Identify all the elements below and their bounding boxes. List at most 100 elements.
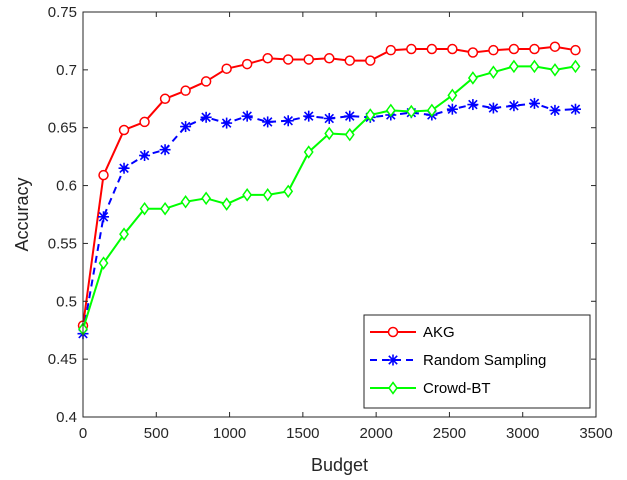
data-point-random-sampling [446, 103, 458, 115]
data-point-akg [282, 54, 294, 65]
data-point-akg [262, 53, 273, 64]
data-point-crowd-bt [426, 103, 437, 118]
data-point-crowd-bt [406, 104, 417, 119]
data-point-crowd-bt [160, 201, 171, 216]
legend-marker-symbol [387, 326, 399, 338]
series-crowd-bt [78, 59, 581, 336]
data-point-random-sampling [467, 99, 479, 111]
data-point-crowd-bt [550, 63, 560, 77]
data-point-crowd-bt [365, 108, 376, 122]
data-point-akg [488, 44, 499, 56]
x-tick-label: 3500 [579, 425, 612, 442]
data-point-akg [549, 41, 561, 52]
data-point-akg [529, 43, 540, 55]
data-point-crowd-bt [344, 127, 355, 142]
data-point-random-sampling [221, 117, 233, 129]
data-point-crowd-bt [467, 71, 478, 85]
data-point-random-sampling [344, 110, 356, 122]
data-point-random-sampling [118, 162, 130, 174]
x-tick-label: 3000 [506, 425, 539, 442]
x-tick-label: 2000 [359, 425, 392, 442]
x-tick-label: 2500 [433, 425, 466, 442]
data-point-random-sampling [262, 116, 274, 128]
data-point-akg [303, 54, 314, 65]
legend-entry-crowd-bt: Crowd-BT [370, 380, 491, 397]
data-point-random-sampling [528, 97, 540, 109]
data-point-random-sampling [303, 110, 315, 122]
data-point-crowd-bt [508, 59, 519, 74]
data-point-akg [241, 58, 253, 70]
data-point-crowd-bt [119, 227, 129, 241]
legend-marker-random-sampling [387, 354, 399, 366]
legend-label-akg: AKG [423, 324, 455, 341]
data-point-crowd-bt [139, 201, 150, 216]
data-point-crowd-bt [242, 188, 253, 202]
data-point-crowd-bt [385, 103, 396, 118]
x-tick-label: 1500 [286, 425, 319, 442]
data-point-crowd-bt [324, 126, 335, 141]
y-tick-label: 0.55 [48, 235, 77, 252]
data-point-akg [323, 53, 335, 64]
data-point-crowd-bt [488, 65, 499, 79]
x-tick-labels: 0 500 1000 1500 2000 2500 3000 3500 [79, 425, 613, 442]
data-point-random-sampling [241, 110, 253, 122]
y-axis-label: Accuracy [12, 177, 32, 251]
data-point-random-sampling [180, 121, 192, 133]
legend-marker-symbol [387, 354, 399, 366]
legend-marker-crowd-bt [388, 381, 398, 395]
data-point-crowd-bt [262, 188, 273, 202]
data-point-random-sampling [139, 149, 151, 161]
x-axis-label: Budget [311, 455, 368, 475]
data-point-akg [570, 44, 581, 56]
y-tick-label: 0.45 [48, 351, 77, 368]
data-point-random-sampling [200, 111, 212, 123]
data-point-akg [344, 55, 356, 66]
data-point-akg [426, 43, 438, 55]
data-point-crowd-bt [221, 197, 232, 211]
data-point-akg [180, 85, 191, 96]
data-point-akg [406, 43, 417, 55]
axis-ticks [82, 11, 597, 418]
data-point-crowd-bt [180, 194, 191, 209]
data-point-random-sampling [98, 211, 110, 223]
data-point-akg [221, 63, 232, 74]
data-point-akg [159, 93, 171, 105]
series-layer [77, 41, 581, 340]
data-point-crowd-bt [447, 88, 458, 103]
data-point-crowd-bt [283, 184, 294, 199]
data-point-crowd-bt [201, 191, 212, 206]
data-point-random-sampling [159, 144, 171, 156]
data-point-random-sampling [569, 103, 581, 115]
data-point-akg [139, 116, 150, 128]
y-tick-label: 0.6 [56, 178, 77, 195]
y-tick-label: 0.5 [56, 293, 77, 310]
legend: AKG Random Sampling Crowd-BT [363, 314, 591, 409]
legend-marker-akg [387, 326, 399, 338]
data-point-akg [365, 55, 376, 66]
data-point-crowd-bt [98, 256, 109, 270]
legend-marker-symbol [388, 381, 398, 395]
data-point-akg [508, 43, 520, 55]
plot-frame [82, 11, 597, 418]
data-point-akg [118, 124, 130, 136]
data-point-akg [200, 76, 212, 87]
legend-entry-akg: AKG [370, 324, 455, 341]
legend-entry-random-sampling: Random Sampling [370, 352, 546, 369]
data-point-random-sampling [323, 112, 335, 124]
y-tick-label: 0.4 [56, 409, 77, 426]
data-point-random-sampling [508, 100, 520, 112]
x-tick-label: 500 [144, 425, 169, 442]
data-point-akg [98, 169, 109, 181]
legend-box [363, 314, 591, 409]
y-tick-label: 0.7 [56, 62, 77, 79]
data-point-akg [385, 44, 397, 56]
y-tick-label: 0.65 [48, 120, 77, 137]
x-tick-label: 0 [79, 425, 87, 442]
data-point-random-sampling [282, 115, 294, 127]
data-point-akg [467, 47, 479, 58]
data-point-crowd-bt [570, 59, 581, 74]
data-point-crowd-bt [303, 145, 314, 159]
y-tick-label: 0.75 [48, 4, 77, 21]
data-point-random-sampling [549, 104, 561, 116]
